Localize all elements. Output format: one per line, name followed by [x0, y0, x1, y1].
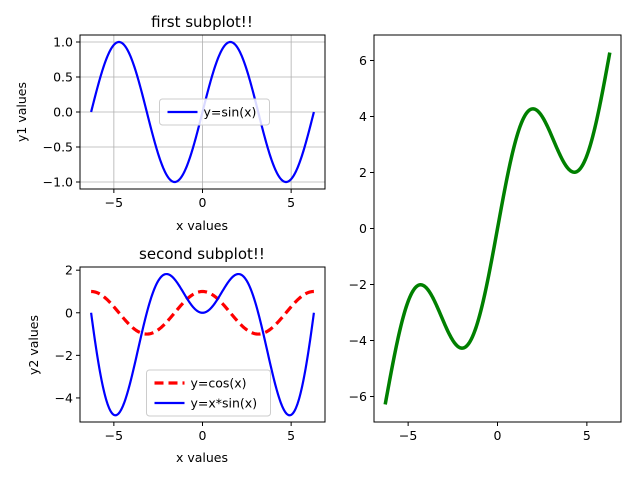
subplot-2-xtick-label-1: 0	[199, 428, 207, 443]
subplot-2-ytick-label-2: 0	[65, 305, 73, 320]
subplot-2: second subplot!! x values y2 values −5 0 5…	[26, 245, 326, 465]
subplot-3-series-line-1	[383, 52, 612, 405]
subplot-2-legend-label-2: y=x*sin(x)	[191, 396, 258, 411]
subplot-2-legend: y=cos(x) y=x*sin(x)	[146, 369, 271, 417]
subplot-2-ylabel: y2 values	[26, 315, 41, 375]
subplot-2-legend-label-1: y=cos(x)	[191, 376, 247, 391]
subplot-2-ytick-label-1: −2	[55, 348, 73, 363]
subplot-1-ytick-label-2: 0.0	[53, 105, 73, 120]
subplot-2-title: second subplot!!	[139, 245, 265, 263]
subplot-1-ytick-label-3: 0.5	[53, 70, 73, 85]
subplot-2-series-line-1	[90, 289, 315, 336]
subplot-1-legend-label-1: y=sin(x)	[204, 105, 257, 120]
subplot-3-xtick-label-1: 0	[494, 428, 502, 443]
subplot-3-ytick-label-0: −6	[349, 389, 367, 404]
subplot-3-xtick-label-2: 5	[583, 428, 591, 443]
subplot-1-xtick-label-2: 5	[287, 195, 295, 210]
subplot-1: first subplot!! x values y1 values −5 0 5 −…	[14, 13, 326, 233]
subplot-2-xtick-label-2: 5	[287, 428, 295, 443]
subplot-1-xtick-label-0: −5	[105, 195, 123, 210]
subplot-3-ytick-label-2: −2	[349, 277, 367, 292]
subplot-3-ytick-label-5: 4	[359, 109, 367, 124]
subplot-1-xtick-label-1: 0	[199, 195, 207, 210]
subplot-2-series-line-2	[90, 272, 315, 417]
subplot-1-legend-box	[159, 98, 270, 126]
subplot-3-ytick-label-1: −4	[349, 333, 367, 348]
subplot-1-ylabel: y1 values	[14, 82, 29, 142]
subplot-3: −5 0 5 −6 −4 −2 0 2 4 6	[349, 34, 622, 443]
subplot-1-ytick-label-4: 1.0	[53, 35, 73, 50]
subplot-1-ytick-label-0: −1.0	[43, 175, 73, 190]
subplot-3-ytick-label-4: 2	[359, 165, 367, 180]
subplot-2-ytick-label-3: 2	[65, 263, 73, 278]
subplot-1-legend: y=sin(x)	[159, 98, 270, 126]
subplot-3-ytick-label-6: 6	[359, 53, 367, 68]
subplot-1-title: first subplot!!	[151, 13, 253, 31]
subplot-3-ytick-label-3: 0	[359, 221, 367, 236]
subplot-2-xtick-label-0: −5	[105, 428, 123, 443]
subplot-1-xlabel: x values	[176, 218, 228, 233]
subplot-2-ytick-label-0: −4	[55, 390, 73, 405]
subplot-2-xlabel: x values	[176, 450, 228, 465]
subplot-3-xtick-label-0: −5	[399, 428, 417, 443]
subplot-1-ytick-label-1: −0.5	[43, 140, 73, 155]
